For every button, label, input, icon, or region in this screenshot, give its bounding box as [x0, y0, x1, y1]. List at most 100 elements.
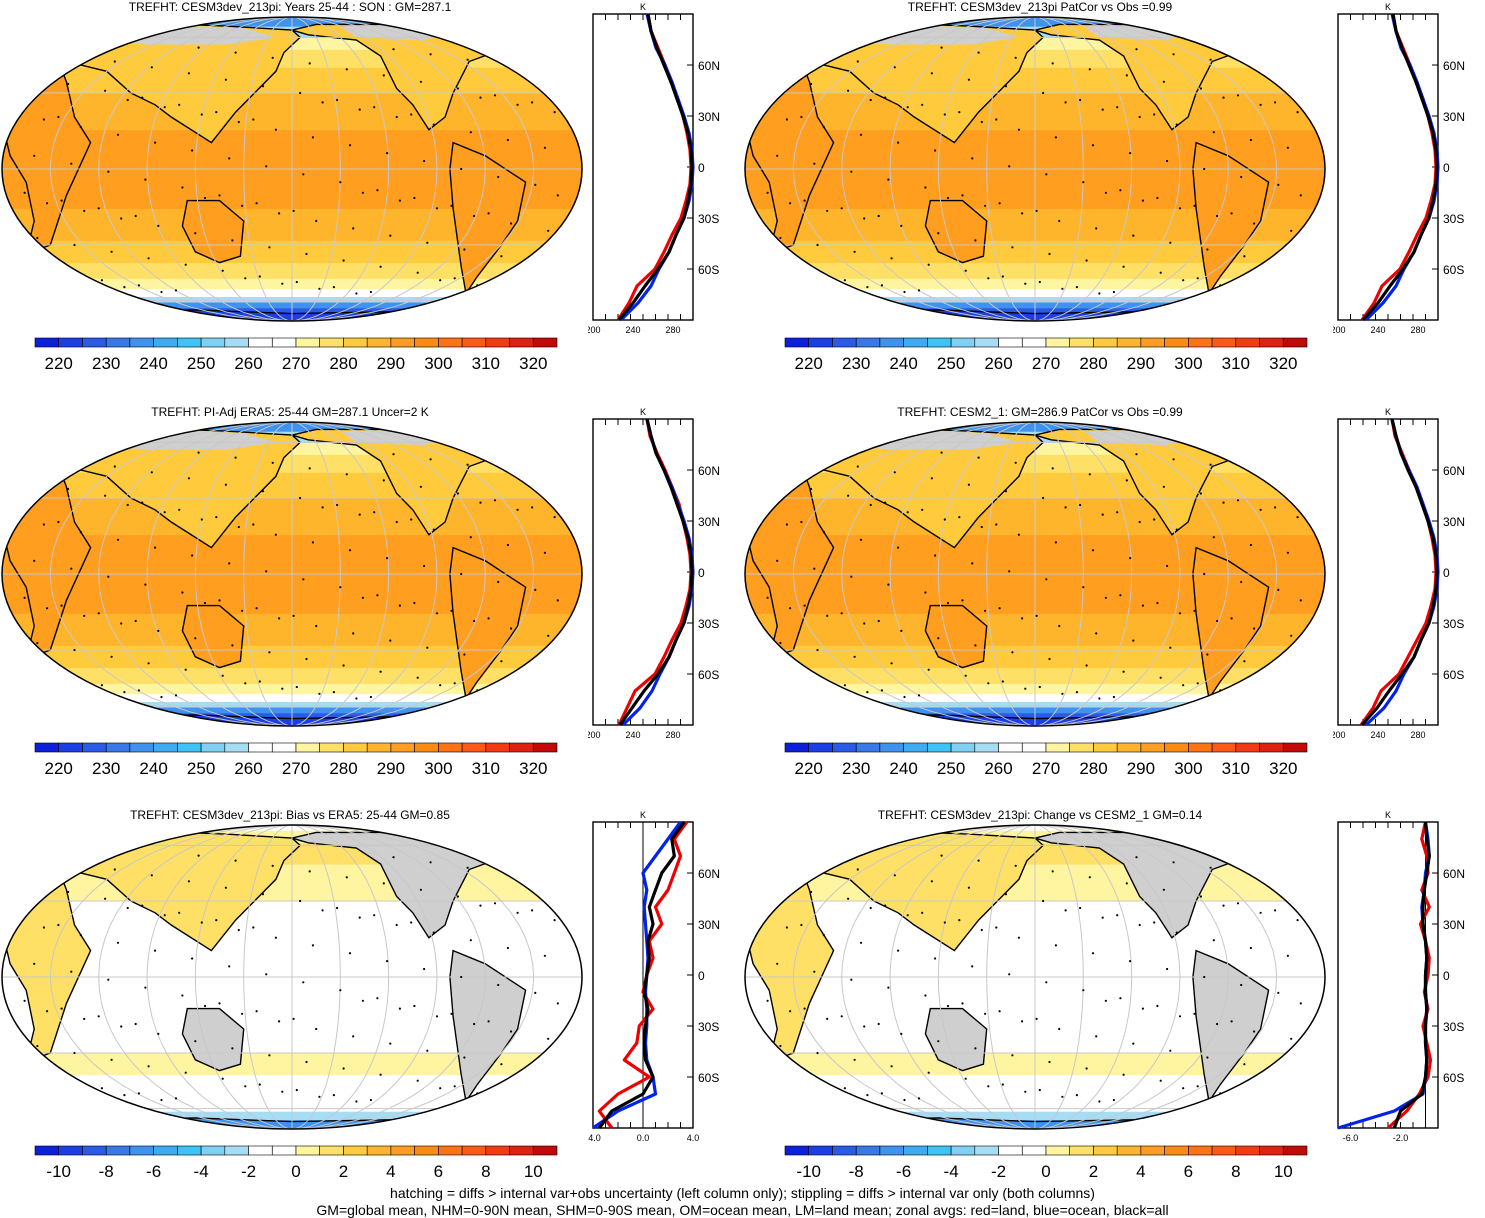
temperature-band	[745, 683, 1325, 695]
colorbar-swatch	[105, 337, 131, 348]
significance-stipple	[274, 128, 277, 131]
significance-stipple	[104, 897, 107, 900]
significance-stipple	[178, 911, 181, 914]
significance-stipple	[1001, 275, 1004, 278]
map-content	[2, 17, 582, 321]
significance-stipple	[398, 199, 401, 202]
significance-stipple	[221, 674, 224, 677]
significance-stipple	[123, 286, 126, 289]
significance-stipple	[1253, 1030, 1256, 1033]
significance-stipple	[547, 634, 550, 637]
significance-stipple	[1178, 612, 1182, 615]
significance-stipple	[194, 232, 197, 235]
colorbar-tick-label: 220	[45, 759, 73, 778]
significance-stipple	[311, 541, 314, 544]
significance-stipple	[79, 531, 82, 534]
significance-stipple	[1079, 906, 1082, 910]
temperature-band	[745, 1074, 1325, 1112]
colorbar-tick-label: 260	[984, 354, 1012, 373]
significance-stipple	[1024, 687, 1027, 690]
significance-stipple	[779, 236, 782, 240]
colorbar-swatch	[509, 742, 534, 753]
temperature-band	[745, 706, 1325, 714]
significance-stipple	[1175, 931, 1178, 934]
temperature-band	[745, 67, 1325, 94]
colorbar-swatch	[153, 1145, 178, 1156]
zonal-lat-label: 60N	[1443, 464, 1465, 478]
significance-stipple	[1270, 287, 1273, 290]
significance-stipple	[181, 186, 184, 189]
zonal-unit-label: K	[640, 2, 646, 12]
significance-stipple	[534, 991, 537, 994]
significance-stipple	[1253, 627, 1256, 630]
significance-stipple	[506, 543, 509, 547]
significance-stipple	[373, 511, 376, 514]
colorbar-swatch	[1211, 337, 1237, 348]
significance-stipple	[772, 76, 776, 79]
significance-stipple	[113, 868, 116, 871]
significance-stipple	[493, 902, 497, 905]
significance-stipple	[379, 1073, 382, 1076]
colorbar-swatch	[129, 1145, 154, 1156]
significance-stipple	[974, 644, 977, 647]
temperature-band	[2, 701, 582, 708]
zonal-x-tick-label: 200	[588, 325, 601, 335]
zonal-axes-frame	[1337, 418, 1439, 726]
significance-stipple	[1054, 136, 1057, 139]
colorbar-swatch	[1164, 742, 1189, 753]
significance-stipple	[116, 941, 120, 944]
colorbar-tick-label: 8	[481, 1162, 490, 1181]
significance-stipple	[540, 70, 543, 73]
zonal-lat-label: 30N	[1443, 110, 1465, 124]
significance-stipple	[927, 1071, 930, 1074]
significance-stipple	[1193, 1012, 1196, 1015]
significance-stipple	[194, 1040, 197, 1043]
significance-stipple	[110, 1058, 113, 1061]
significance-stipple	[1014, 461, 1017, 464]
significance-stipple	[921, 911, 924, 914]
colorbar-swatch	[295, 742, 321, 753]
significance-stipple	[1141, 1007, 1144, 1010]
zonal-lat-label: 30N	[698, 918, 720, 932]
significance-stipple	[1088, 68, 1091, 71]
significance-stipple	[1064, 909, 1067, 912]
significance-stipple	[553, 111, 556, 114]
significance-stipple	[231, 1047, 234, 1050]
significance-stipple	[268, 1054, 271, 1057]
colorbar-swatch	[414, 1145, 439, 1156]
significance-stipple	[917, 694, 921, 697]
significance-stipple	[1206, 1056, 1209, 1059]
significance-stipple	[782, 857, 785, 860]
significance-stipple	[1293, 852, 1296, 856]
significance-stipple	[1182, 279, 1185, 282]
colorbar-swatch	[319, 742, 344, 753]
zonal-lat-label: 0	[698, 566, 705, 580]
significance-stipple	[386, 152, 389, 155]
significance-stipple	[479, 501, 482, 504]
colorbar-swatch	[105, 1145, 131, 1156]
colorbar-tick-label: -8	[849, 1162, 864, 1181]
panel-bias: TREFHT: CESM3dev_213pi: Bias vs ERA5: 25…	[0, 808, 742, 1214]
colorbar-tick-label: -10	[46, 1162, 71, 1181]
significance-stipple	[278, 212, 281, 215]
significance-stipple	[1196, 277, 1199, 280]
temperature-band	[745, 93, 1325, 131]
significance-stipple	[86, 685, 89, 689]
significance-stipple	[178, 508, 181, 511]
colorbar-tick-label: 300	[1174, 354, 1202, 373]
zonal-lat-label: 30N	[698, 515, 720, 529]
significance-stipple	[984, 1012, 987, 1015]
significance-stipple	[1280, 1069, 1283, 1072]
zonal-x-tick-label: 4.0	[687, 1133, 700, 1143]
significance-stipple	[392, 48, 395, 51]
significance-stipple	[299, 496, 302, 500]
significance-stipple	[305, 657, 308, 661]
significance-stipple	[435, 207, 439, 210]
significance-stipple	[1249, 946, 1252, 950]
significance-stipple	[295, 1088, 298, 1092]
significance-stipple	[1138, 520, 1141, 524]
significance-stipple	[234, 456, 237, 459]
colorbar-tick-label: 230	[92, 759, 120, 778]
significance-stipple	[379, 265, 382, 268]
colorbar-swatch	[1021, 742, 1047, 753]
